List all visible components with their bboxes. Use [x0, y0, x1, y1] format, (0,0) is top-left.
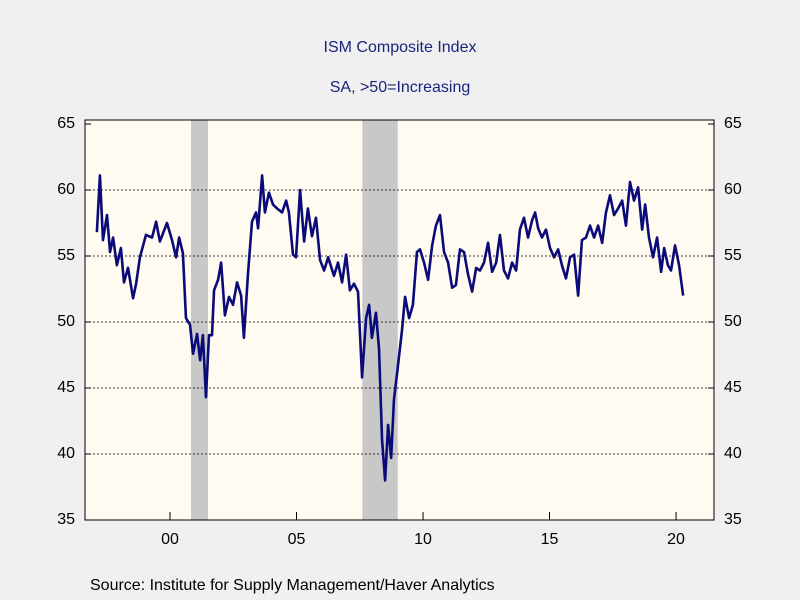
chart-title: ISM Composite Index: [324, 39, 477, 56]
x-tick-label: 20: [667, 531, 685, 548]
data-line: [95, 174, 685, 482]
x-tick-label: 00: [161, 531, 179, 548]
y2-tick-label: 50: [724, 313, 742, 330]
y2-tick-label: 65: [724, 115, 742, 132]
x-tick-label: 05: [288, 531, 306, 548]
plot-frame: [84, 119, 715, 521]
y2-tick-label: 60: [724, 181, 742, 198]
x-tick-label: 15: [541, 531, 559, 548]
y-tick-label: 40: [57, 445, 75, 462]
y2-tick-label: 35: [724, 511, 742, 528]
chart-subtitle: SA, >50=Increasing: [330, 79, 471, 96]
y-tick-label: 60: [57, 181, 75, 198]
source-note: Source: Institute for Supply Management/…: [90, 577, 495, 594]
plot-area: [85, 120, 714, 520]
y-tick-label: 65: [57, 115, 75, 132]
x-tick-label: 10: [414, 531, 432, 548]
y-tick-label: 50: [57, 313, 75, 330]
y2-tick-label: 45: [724, 379, 742, 396]
y2-tick-label: 40: [724, 445, 742, 462]
y-tick-label: 45: [57, 379, 75, 396]
y-tick-label: 55: [57, 247, 75, 264]
recession-band: [191, 120, 208, 520]
y-tick-label: 35: [57, 511, 75, 528]
y2-tick-label: 55: [724, 247, 742, 264]
recession-band: [362, 120, 398, 520]
